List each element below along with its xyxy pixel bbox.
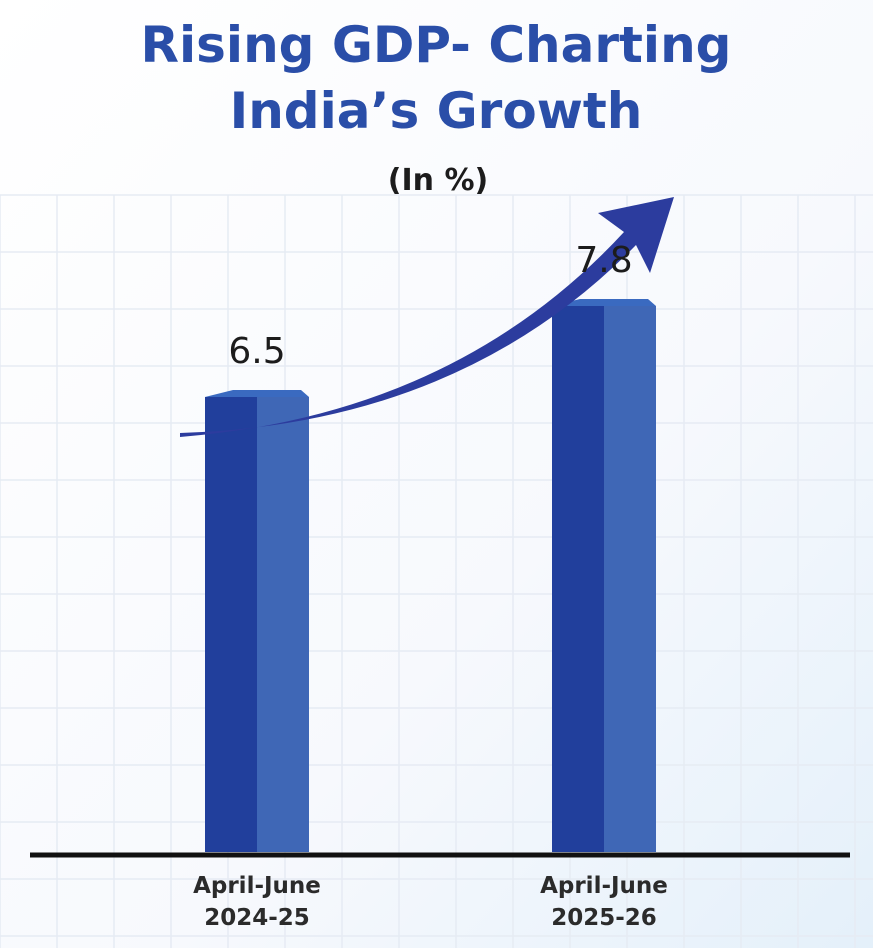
bar-front-face — [552, 306, 604, 852]
bars — [205, 299, 656, 852]
chart-subtitle: (In %) — [388, 163, 488, 198]
growth-arrow-icon — [180, 197, 674, 437]
bar-top-face — [552, 299, 656, 306]
bar-top-face — [205, 390, 309, 397]
chart-title-line-2: India’s Growth — [230, 82, 643, 140]
grid-lines — [0, 194, 873, 948]
bar-value-label: 7.8 — [575, 240, 632, 281]
bar-side-face — [257, 397, 309, 852]
bar-1 — [205, 390, 309, 852]
category-label-year: 2024-25 — [204, 905, 310, 931]
category-label-year: 2025-26 — [551, 905, 657, 931]
bar-value-label: 6.5 — [228, 331, 285, 372]
category-label-period: April-June — [540, 873, 668, 899]
category-label-period: April-June — [193, 873, 321, 899]
bar-side-face — [604, 306, 656, 852]
bar-2 — [552, 299, 656, 852]
labels: 6.5 April-June 2024-25 7.8 April-June 2025-26 — [193, 240, 668, 931]
bar-front-face — [205, 397, 257, 852]
chart-title-line-1: Rising GDP- Charting — [141, 16, 732, 74]
